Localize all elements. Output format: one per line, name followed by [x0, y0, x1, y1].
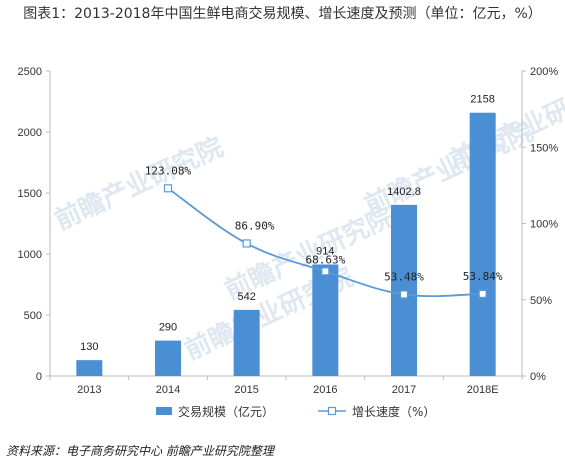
x-tick-label: 2016: [313, 384, 337, 396]
bar-series: [76, 112, 496, 376]
bar: [76, 360, 103, 376]
x-tick-label: 2013: [77, 384, 101, 396]
y-left-tick-label: 1000: [18, 249, 42, 261]
legend-bar-swatch: [156, 407, 172, 415]
bar-value-label: 130: [80, 341, 98, 353]
x-tick-label: 2017: [392, 384, 416, 396]
y-right-tick-label: 100%: [530, 219, 558, 231]
data-labels: 130 290 542 914 1402.8 2158 123.08% 86.90% 68.63…: [80, 94, 503, 353]
bar: [312, 264, 339, 376]
y-right-tick-label: 200%: [530, 66, 558, 78]
x-tick-label: 2014: [156, 384, 180, 396]
y-right-tick-label: 0%: [530, 371, 546, 383]
bar: [155, 340, 181, 376]
growth-point: [399, 290, 409, 299]
growth-point: [242, 239, 251, 248]
line-series: [163, 184, 487, 299]
growth-value-label: 53.48%: [384, 270, 424, 283]
legend-line-marker: [327, 406, 337, 416]
x-tick-label: 2015: [234, 384, 258, 396]
legend-line-label: 增长速度（%）: [352, 404, 435, 419]
axes: 0 500 1000 1500 2000 2500 0% 50% 100% 150% 200% 201…: [18, 66, 559, 396]
y-left-tick-label: 500: [24, 310, 42, 322]
bar-value-label: 2158: [470, 94, 494, 106]
x-tick-label: 2018E: [467, 384, 499, 396]
bar: [469, 112, 496, 376]
watermark-text: 前瞻产业研究院: [50, 131, 228, 236]
bar-value-label: 542: [237, 291, 255, 303]
y-right-tick-label: 150%: [530, 142, 558, 154]
bar-value-label: 1402.8: [387, 186, 421, 198]
growth-value-label: 123.08%: [145, 164, 192, 177]
bar-value-label: 914: [316, 245, 334, 257]
growth-point: [478, 289, 487, 298]
y-left-tick-label: 2000: [18, 127, 42, 139]
growth-value-label: 53.84%: [463, 270, 503, 283]
growth-point: [321, 267, 330, 276]
bar: [233, 309, 260, 376]
bar-value-label: 290: [159, 322, 177, 334]
legend: 交易规模（亿元） 增长速度（%）: [156, 404, 435, 419]
watermark-text: 前瞻产业研究院: [445, 71, 565, 176]
y-left-tick-label: 1500: [18, 188, 42, 200]
growth-point: [163, 184, 173, 193]
legend-bar-label: 交易规模（亿元）: [178, 404, 274, 419]
source-note: 资料来源：电子商务研究中心 前瞻产业研究院整理: [6, 444, 274, 458]
y-right-tick-label: 50%: [530, 295, 552, 307]
growth-value-label: 68.63%: [305, 253, 345, 266]
y-left-tick-label: 0: [36, 371, 42, 383]
chart-title: 图表1：2013-2018年中国生鲜电商交易规模、增长速度及预测（单位：亿元，%…: [23, 6, 542, 22]
growth-value-label: 86.90%: [235, 219, 275, 232]
y-left-tick-label: 2500: [18, 66, 42, 78]
